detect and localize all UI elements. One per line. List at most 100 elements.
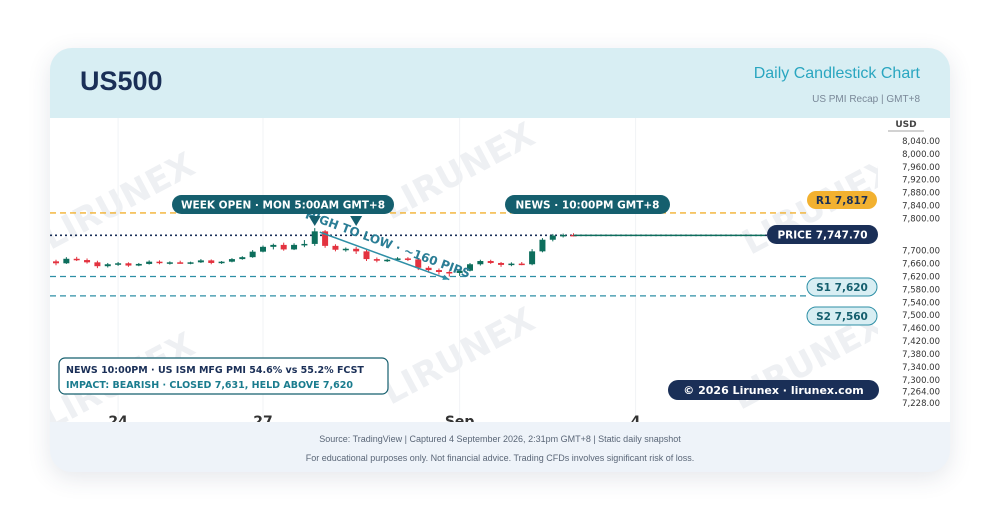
y-tick-label: 7,340.00 xyxy=(902,363,940,373)
range-arrow-line xyxy=(319,231,450,281)
news-time-label: NEWS · 10:00PM GMT+8 xyxy=(516,199,660,211)
watermark-text: LIRUNEX xyxy=(376,300,541,413)
candle-body xyxy=(477,261,484,265)
candle-body xyxy=(560,234,567,237)
candle-body xyxy=(467,264,473,271)
news-time-label-bg xyxy=(505,195,670,214)
s2-pill-border xyxy=(806,306,878,326)
candle-body xyxy=(84,260,91,263)
price-pill: PRICE 7,747.70 xyxy=(777,229,867,241)
candle-body xyxy=(539,239,546,252)
candle-body xyxy=(270,244,277,247)
y-tick-label: 7,920.00 xyxy=(902,176,940,186)
y-tick-label: 7,960.00 xyxy=(902,163,940,173)
candle-body xyxy=(115,263,122,265)
candle-body xyxy=(487,261,494,263)
candle-body xyxy=(280,244,287,250)
candle-body xyxy=(156,261,163,264)
y-tick-label: 7,660.00 xyxy=(902,260,940,270)
disclaimer-text: For educational purposes only. Not finan… xyxy=(305,453,695,463)
candle-body xyxy=(166,262,173,264)
candle-body xyxy=(384,259,391,262)
candle-body xyxy=(456,270,463,273)
candle-body xyxy=(104,264,111,267)
candle-body xyxy=(249,251,256,258)
candle-body xyxy=(322,231,329,246)
instrument-symbol: US500 xyxy=(80,66,163,96)
s1-pill-bg xyxy=(807,278,877,296)
price-pill-bg xyxy=(767,225,878,244)
week-open-marker xyxy=(308,216,321,226)
candle-body xyxy=(363,251,370,260)
news-box xyxy=(58,357,389,395)
y-tick-label: 7,420.00 xyxy=(902,337,940,347)
candle-body xyxy=(498,262,505,265)
chart-footer: Source: TradingView | Captured 4 Septemb… xyxy=(50,422,950,472)
y-tick-label: 7,380.00 xyxy=(902,350,940,360)
y-tick-label: 8,040.00 xyxy=(902,137,940,147)
y-tick-label: 7,580.00 xyxy=(902,285,940,295)
chart-header: US500 Daily Candlestick Chart US PMI Rec… xyxy=(50,48,950,118)
x-tick-label: 24 xyxy=(108,414,128,422)
news-box-line1: NEWS 10:00PM · US ISM MFG PMI 54.6% vs 5… xyxy=(66,365,364,376)
source-text: Source: TradingView | Captured 4 Septemb… xyxy=(319,434,681,444)
y-tick-label: 7,500.00 xyxy=(902,311,940,321)
copyright-pill-bg xyxy=(668,380,879,400)
candlestick-chart: LIRUNEXLIRUNEXLIRUNEXLIRUNEXLIRUNEXLIRUN… xyxy=(50,118,950,422)
chart-area: LIRUNEXLIRUNEXLIRUNEXLIRUNEXLIRUNEXLIRUN… xyxy=(50,118,950,422)
chart-title: Daily Candlestick Chart xyxy=(753,65,920,82)
y-tick-label: 7,840.00 xyxy=(902,202,940,212)
candle-body xyxy=(311,231,318,244)
candle-body xyxy=(73,258,80,261)
range-label: HIGH TO LOW · ~160 PIPS xyxy=(303,207,472,280)
candle-body xyxy=(549,235,556,240)
x-tick-label: 27 xyxy=(253,414,272,422)
s2-pill-bg xyxy=(807,307,877,325)
y-tick-label: 7,620.00 xyxy=(902,273,940,283)
copyright-pill: © 2026 Lirunex · lirunex.com xyxy=(683,384,863,397)
candle-body xyxy=(425,267,432,271)
y-tick-label: 7,264.00 xyxy=(902,387,940,397)
s1-pill: S1 7,620 xyxy=(816,282,868,294)
week-open-label-bg xyxy=(172,195,394,214)
y-tick-label: 7,700.00 xyxy=(902,247,940,257)
candle-body xyxy=(208,260,215,263)
candle-body xyxy=(508,263,515,266)
price-axis xyxy=(878,118,950,422)
r1-pill-bg xyxy=(807,191,877,209)
s2-pill: S2 7,560 xyxy=(816,311,868,323)
candle-body xyxy=(435,270,442,272)
chart-subtitle: US PMI Recap | GMT+8 xyxy=(812,94,920,105)
candle-body xyxy=(239,257,246,260)
x-tick-label: 4 xyxy=(631,414,641,422)
candle-body xyxy=(218,261,225,264)
candle-body xyxy=(94,262,101,267)
currency-label: USD xyxy=(895,120,916,130)
candle-body xyxy=(146,261,153,264)
week-open-label: WEEK OPEN · MON 5:00AM GMT+8 xyxy=(181,199,385,211)
r1-pill: R1 7,817 xyxy=(816,195,868,207)
chart-card: US500 Daily Candlestick Chart US PMI Rec… xyxy=(50,48,950,472)
range-arrowhead xyxy=(442,274,450,280)
candle-body xyxy=(63,258,70,264)
s1-pill-border xyxy=(806,277,878,297)
candle-body xyxy=(260,246,266,252)
y-tick-label: 7,800.00 xyxy=(902,214,940,224)
candle-body xyxy=(332,245,339,250)
candle-body xyxy=(187,262,194,264)
candle-body xyxy=(529,251,536,265)
candle-body xyxy=(125,263,132,266)
candle-body xyxy=(518,263,525,266)
y-tick-label: 7,460.00 xyxy=(902,324,940,334)
candle-body xyxy=(342,248,349,251)
x-tick-label: Sep xyxy=(445,414,475,422)
candle-body xyxy=(301,243,308,246)
candle-body xyxy=(53,261,59,264)
y-tick-label: 7,880.00 xyxy=(902,189,940,199)
candle-body xyxy=(291,244,298,250)
candle-body xyxy=(353,248,360,252)
candle-body xyxy=(394,258,401,260)
candle-body xyxy=(197,260,204,263)
candle-body xyxy=(135,263,142,266)
candle-body xyxy=(404,258,411,260)
